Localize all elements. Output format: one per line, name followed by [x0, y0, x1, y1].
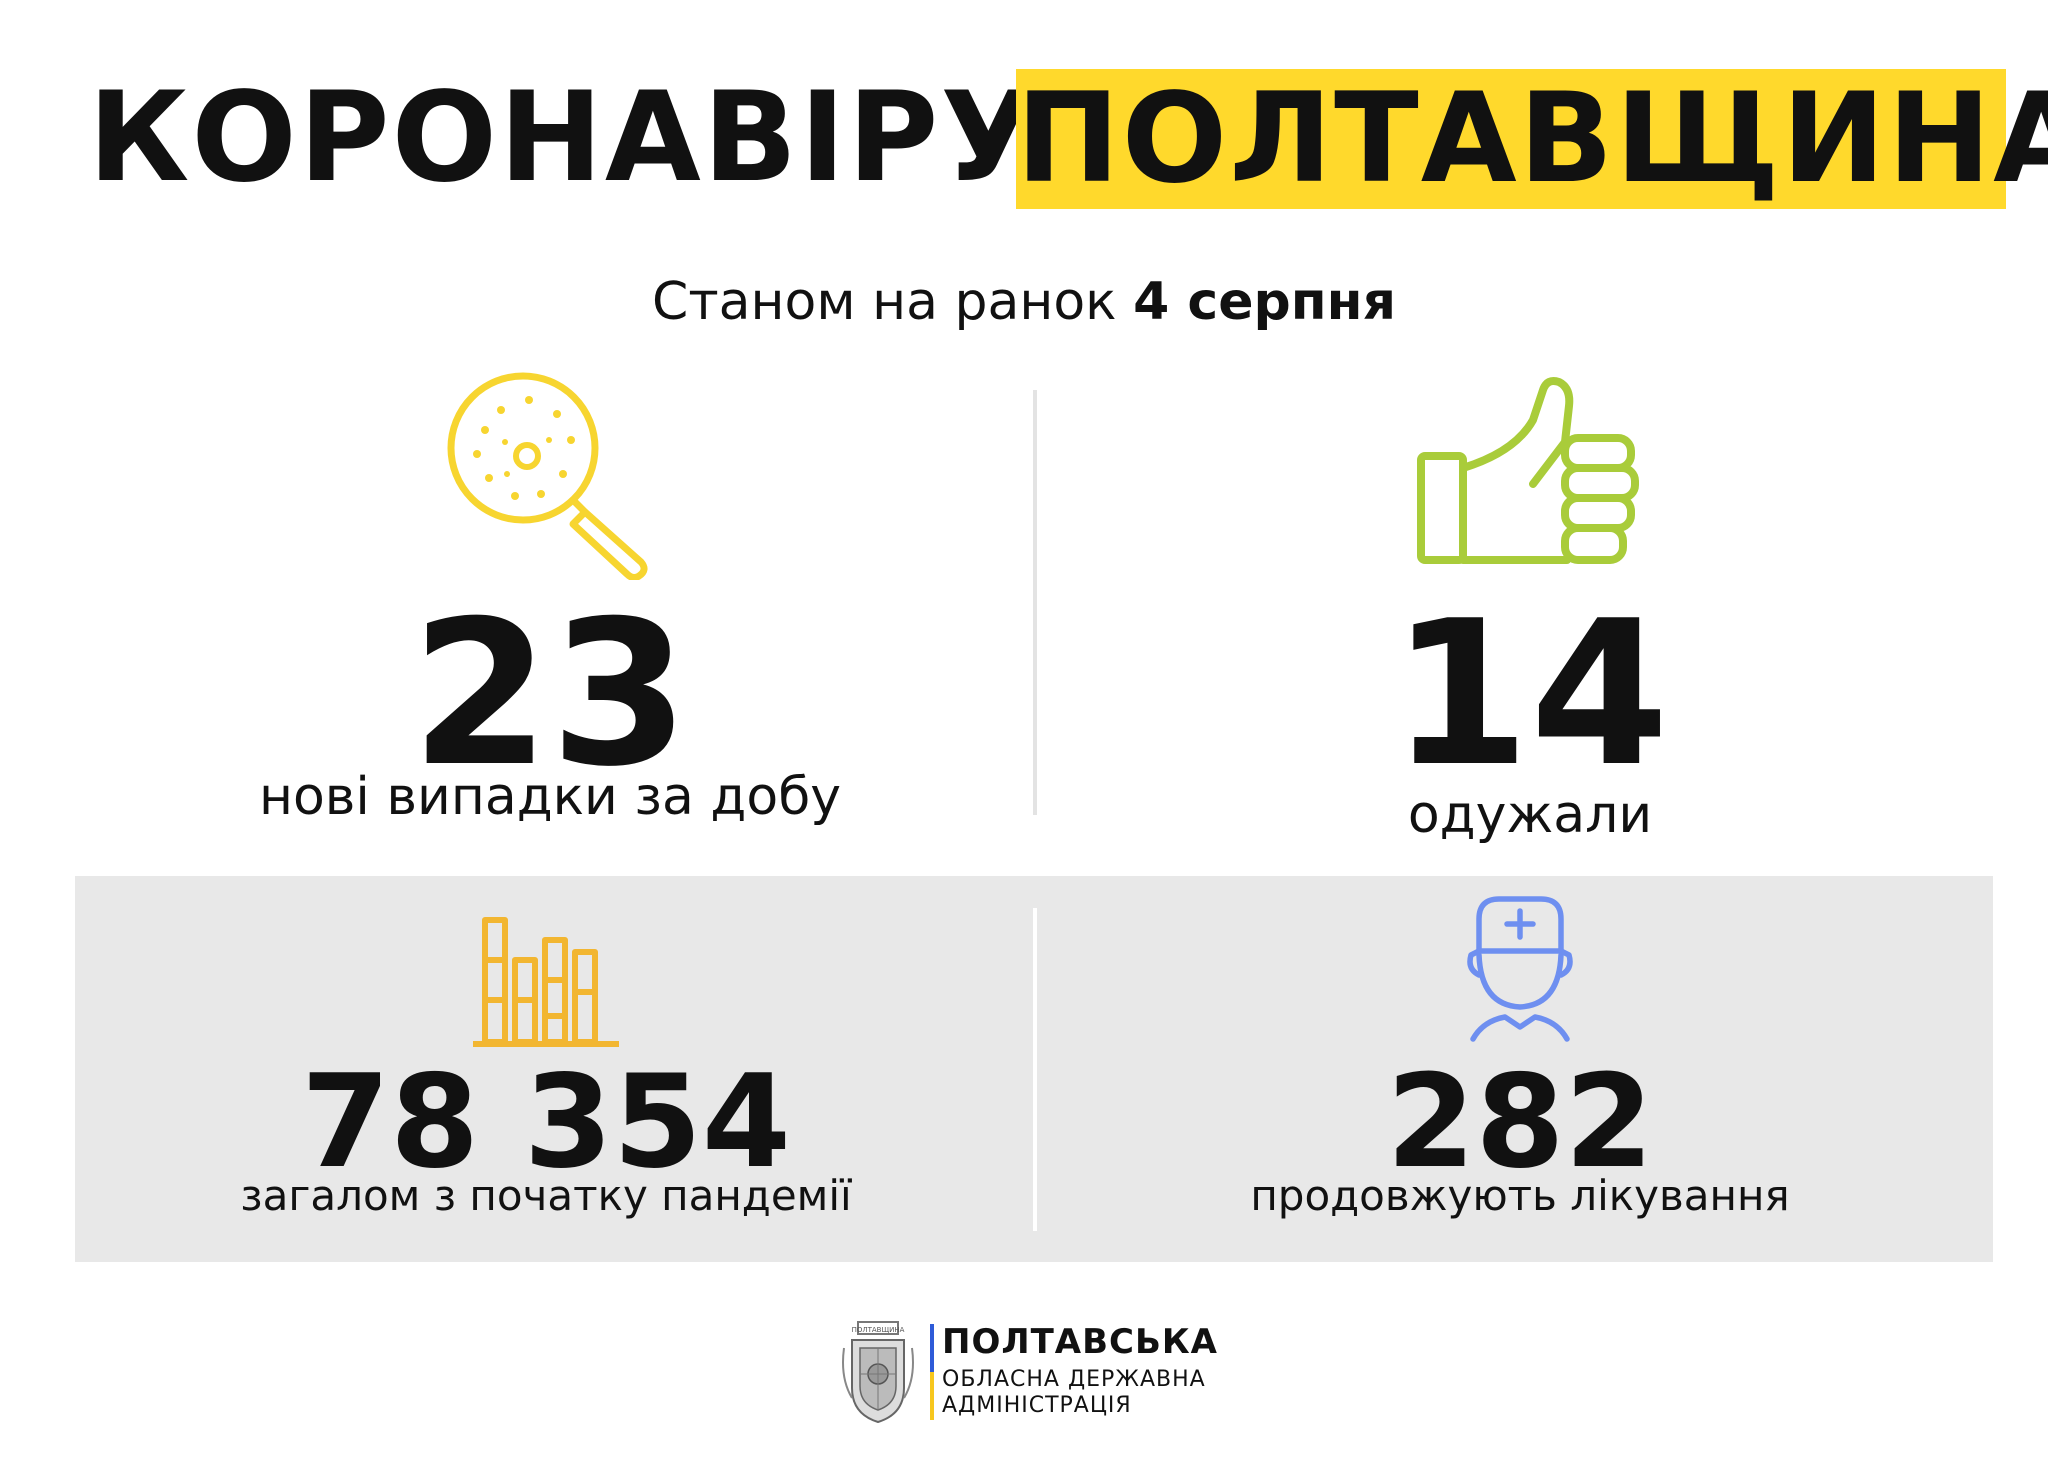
- title-row: КОРОНАВІРУС. ПОЛТАВЩИНА: [0, 52, 2048, 222]
- org-name-line2: ОБЛАСНА ДЕРЖАВНА: [942, 1367, 1206, 1392]
- stat-value: 23: [410, 578, 690, 811]
- doctor-icon: [1465, 895, 1575, 1049]
- date-prefix: Станом на ранок: [652, 272, 1117, 332]
- bar-chart-icon: [471, 912, 621, 1051]
- stat-label: загалом з початку пандемії: [240, 1171, 852, 1220]
- flag-stripe-yellow: [930, 1372, 934, 1420]
- org-name-line3: АДМІНІСТРАЦІЯ: [942, 1393, 1132, 1418]
- title-region: ПОЛТАВЩИНА: [1016, 67, 2048, 211]
- stat-value: 14: [1390, 578, 1670, 811]
- coat-of-arms-icon: ПОЛТАВЩИНА: [838, 1318, 918, 1432]
- divider-vertical-top: [1033, 390, 1037, 815]
- stat-label: одужали: [1407, 785, 1653, 845]
- stat-value: 282: [1386, 1048, 1654, 1197]
- thumbs-up-icon: [1415, 376, 1645, 580]
- seal-text: ПОЛТАВЩИНА: [852, 1326, 905, 1334]
- org-name-line1: ПОЛТАВСЬКА: [942, 1322, 1218, 1362]
- magnifier-virus-icon: [445, 370, 655, 584]
- footer-org-logo: ПОЛТАВЩИНА ПОЛТАВСЬКА ОБЛАСНА ДЕРЖАВНА А…: [838, 1318, 1318, 1428]
- stat-label: продовжують лікування: [1250, 1171, 1790, 1220]
- stat-label: нові випадки за добу: [258, 767, 842, 827]
- date-line: Станом на ранок 4 серпня: [0, 270, 2048, 334]
- divider-vertical-bottom: [1033, 908, 1037, 1231]
- title-coronavirus: КОРОНАВІРУС.: [88, 66, 1181, 210]
- flag-stripe-blue: [930, 1324, 934, 1372]
- date-value: 4 серпня: [1133, 272, 1396, 332]
- stat-value: 78 354: [301, 1048, 791, 1197]
